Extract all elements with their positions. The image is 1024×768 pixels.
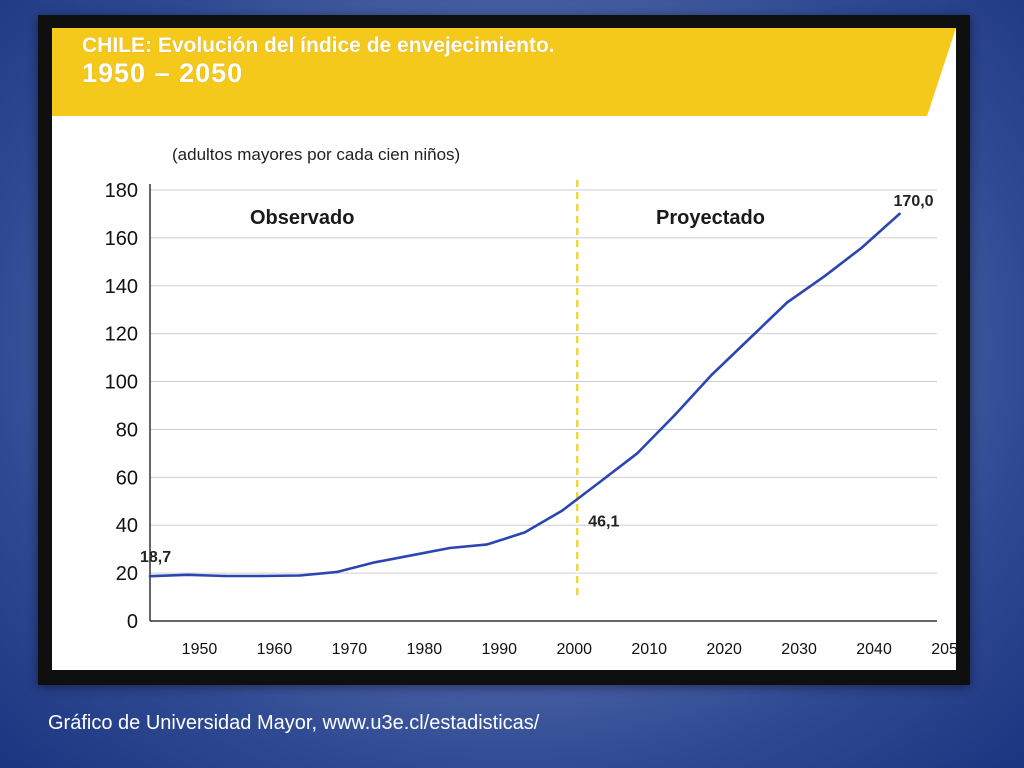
x-tick-label-2030: 2030 (781, 641, 817, 658)
y-tick-label-20: 20 (116, 563, 138, 585)
data-label-2045: 170,0 (894, 193, 934, 210)
data-point-2015 (673, 413, 676, 417)
y-tick-label-180: 180 (105, 180, 138, 202)
grid (150, 189, 937, 574)
x-tick-label-2050: 2050 (931, 641, 956, 658)
x-tick-label-1970: 1970 (332, 641, 368, 658)
x-tick-label-2000: 2000 (556, 641, 592, 658)
region-label-projected: Proyectado (656, 207, 765, 229)
data-point-2020 (710, 373, 714, 376)
series-line-0 (148, 212, 901, 578)
line-chart: (adultos mayores por cada cien niños) 0 2… (105, 145, 956, 658)
y-tick-label-60: 60 (116, 467, 138, 489)
source-caption: Gráfico de Universidad Mayor, www.u3e.cl… (48, 712, 540, 734)
data-point-1975 (373, 561, 377, 564)
data-point-1955 (223, 574, 227, 578)
data-labels: 18,7 46,1 170,0 (140, 193, 934, 566)
chart-panel: CHILE: Evolución del índice de envejecim… (52, 28, 956, 670)
data-label-2000: 46,1 (588, 514, 619, 531)
x-tick-label-2040: 2040 (856, 641, 892, 658)
y-tick-label-120: 120 (105, 324, 138, 346)
x-tick-label-2020: 2020 (706, 641, 742, 658)
data-point-1980 (411, 553, 414, 557)
data-point-2005 (598, 480, 601, 484)
title-band (52, 28, 956, 116)
axes (149, 184, 937, 622)
x-tick-label-1980: 1980 (407, 641, 443, 658)
y-tick-label-40: 40 (116, 515, 138, 537)
data-point-2025 (748, 337, 751, 340)
data-point-2000 (561, 509, 564, 512)
data-point-1985 (448, 546, 452, 550)
data-point-1960 (261, 574, 264, 578)
data-label-1945: 18,7 (140, 549, 171, 566)
data-point-1990 (486, 543, 489, 546)
y-axis-label: (adultos mayores por cada cien niños) (172, 145, 460, 164)
x-tick-label-1960: 1960 (257, 641, 293, 658)
x-tick-labels: 1950 1960 1970 1980 1990 2000 2010 2020 2030 2040… (182, 641, 956, 658)
region-label-observed: Observado (250, 207, 354, 229)
x-tick-label-1990: 1990 (481, 641, 517, 658)
series (148, 212, 901, 578)
x-tick-label-1950: 1950 (182, 641, 218, 658)
data-point-2030 (785, 301, 789, 304)
data-point-2010 (635, 452, 639, 455)
chart-title: CHILE: Evolución del índice de envejecim… (82, 34, 555, 57)
data-point-1945 (148, 575, 152, 578)
y-tick-label-0: 0 (127, 611, 138, 633)
chart-subtitle: 1950 – 2050 (82, 58, 244, 88)
data-point-2045 (898, 212, 901, 216)
y-tick-label-80: 80 (116, 419, 138, 441)
data-point-1970 (336, 570, 339, 574)
x-tick-label-2010: 2010 (631, 641, 667, 658)
y-tick-label-140: 140 (105, 276, 138, 298)
y-tick-labels: 0 20 40 60 80 100 120 140 160 180 (105, 180, 138, 633)
data-point-2040 (860, 246, 864, 249)
data-point-1965 (298, 574, 302, 577)
y-tick-label-100: 100 (105, 372, 138, 394)
chart-frame: CHILE: Evolución del índice de envejecim… (38, 15, 970, 685)
data-point-2035 (823, 275, 826, 278)
data-point-1995 (523, 531, 526, 534)
y-tick-label-160: 160 (105, 228, 138, 250)
data-point-1950 (186, 573, 189, 576)
